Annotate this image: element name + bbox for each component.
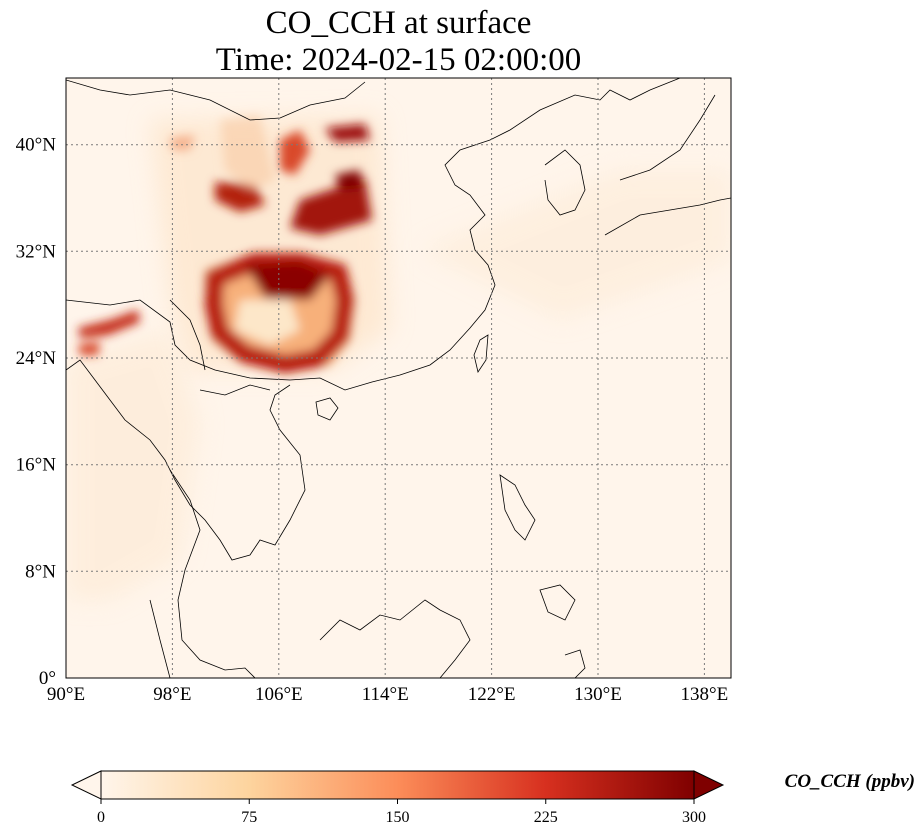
lat-tick-label: 0°	[39, 668, 56, 689]
colorbar-tick-label: 0	[97, 809, 105, 826]
lat-tick-label: 40°N	[16, 135, 57, 156]
lat-tick-label: 24°N	[16, 348, 57, 369]
lon-tick-label: 98°E	[153, 684, 191, 705]
colorbar-extend-max	[693, 770, 725, 800]
colorbar-tick-label: 225	[534, 809, 558, 826]
lon-tick-label: 90°E	[47, 684, 85, 705]
graticule	[66, 78, 731, 678]
colorbar: 0 75 150 225 300	[70, 770, 725, 826]
plume-northeast-india	[78, 310, 140, 355]
colorbar-tick-label: 75	[241, 809, 257, 826]
coastlines-borders	[66, 78, 731, 678]
lon-tick-label: 122°E	[468, 684, 516, 705]
plume-southwest-china	[204, 253, 355, 374]
concentration-field	[66, 78, 731, 678]
map-subtitle-time: Time: 2024-02-15 02:00:00	[215, 42, 582, 78]
lon-tick-label: 106°E	[255, 684, 303, 705]
colorbar-ticks	[100, 799, 695, 804]
longitude-axis: 90°E 98°E 106°E 114°E 122°E 130°E 138°E	[47, 684, 728, 705]
latitude-axis: 0° 8°N 16°N 24°N 32°N 40°N	[16, 135, 57, 689]
map-title: CO_CCH at surface	[265, 5, 532, 41]
colorbar-extend-min	[70, 770, 102, 800]
colorbar-tick-label: 150	[386, 809, 410, 826]
lon-tick-label: 138°E	[681, 684, 729, 705]
colorbar-tick-label: 300	[682, 809, 706, 826]
colorbar-gradient	[101, 771, 694, 799]
lat-tick-label: 8°N	[25, 561, 56, 582]
lat-tick-label: 32°N	[16, 241, 57, 262]
lon-tick-label: 130°E	[574, 684, 622, 705]
lon-tick-label: 114°E	[362, 684, 409, 705]
plume-north-china	[170, 115, 372, 235]
map-panel	[65, 77, 732, 679]
haze-region-east	[420, 170, 731, 320]
lat-tick-label: 16°N	[16, 455, 57, 476]
map-frame	[65, 77, 732, 679]
colorbar-title: CO_CCH (ppbv)	[784, 771, 915, 792]
